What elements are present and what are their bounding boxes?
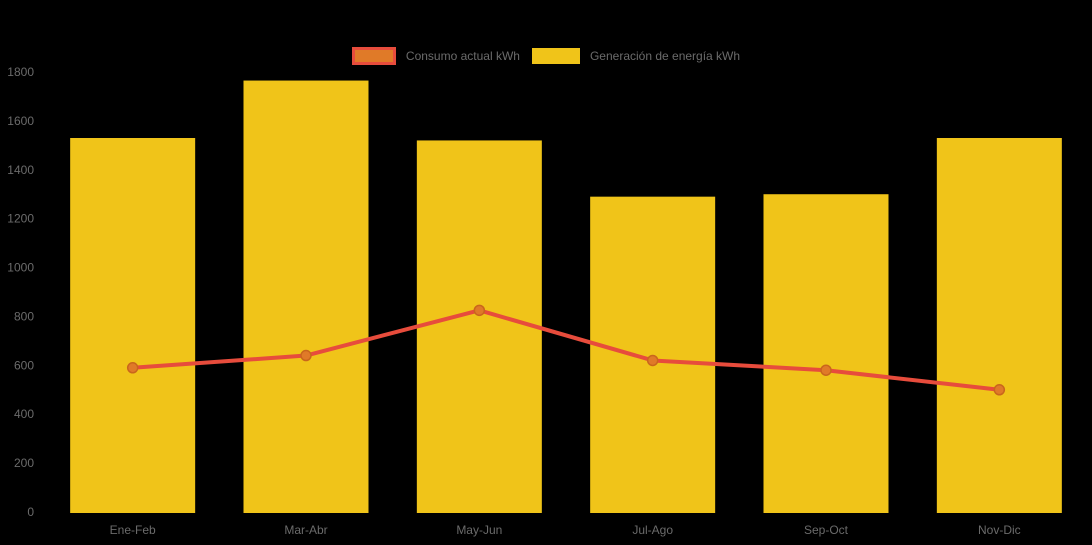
data-point-Jul-Ago[interactable] <box>646 354 659 367</box>
x-tick-label-Sep-Oct: Sep-Oct <box>804 523 849 537</box>
bar-Ene-Feb[interactable] <box>70 138 196 513</box>
data-point-Mar-Abr[interactable] <box>300 349 312 362</box>
consumption-line <box>130 308 1002 392</box>
y-tick-label-400: 400 <box>14 407 34 421</box>
y-tick-label-0: 0 <box>27 505 34 519</box>
y-tick-label-1400: 1400 <box>7 163 34 177</box>
legend-swatch-generacion-energia <box>531 48 580 64</box>
data-point-May-Jun[interactable] <box>473 304 486 317</box>
x-tick-label-Mar-Abr: Mar-Abr <box>284 523 327 537</box>
y-tick-label-1800: 1800 <box>7 65 34 79</box>
bar-Sep-Oct[interactable] <box>763 194 889 513</box>
y-tick-label-800: 800 <box>14 309 34 323</box>
legend-item-consumo-actual[interactable]: Consumo actual kWh <box>351 47 520 65</box>
legend-item-generacion-energia[interactable]: Generación de energía kWh <box>531 47 741 65</box>
data-point-Sep-Oct[interactable] <box>820 364 832 376</box>
y-tick-label-1600: 1600 <box>7 114 34 128</box>
y-tick-label-1000: 1000 <box>7 261 34 275</box>
bar-May-Jun[interactable] <box>416 140 542 513</box>
data-point-Ene-Feb[interactable] <box>126 362 139 374</box>
legend-label-consumo-actual: Consumo actual kWh <box>405 49 520 63</box>
x-tick-label-May-Jun: May-Jun <box>456 523 502 537</box>
x-tick-label-Nov-Dic: Nov-Dic <box>978 523 1021 537</box>
legend-swatch-consumo-actual <box>351 47 396 65</box>
y-tick-label-1200: 1200 <box>7 212 34 226</box>
bar-Nov-Dic[interactable] <box>936 138 1062 513</box>
bar-Mar-Abr[interactable] <box>243 80 369 514</box>
x-tick-label-Ene-Feb: Ene-Feb <box>110 523 156 537</box>
x-tick-label-Jul-Ago: Jul-Ago <box>632 523 673 537</box>
data-point-Nov-Dic[interactable] <box>993 384 1006 396</box>
y-tick-label-600: 600 <box>14 358 34 372</box>
chart-legend: Consumo actual kWh Generación de energía… <box>0 47 1092 65</box>
legend-label-generacion-energia: Generación de energía kWh <box>589 49 741 63</box>
y-tick-label-200: 200 <box>14 456 34 470</box>
